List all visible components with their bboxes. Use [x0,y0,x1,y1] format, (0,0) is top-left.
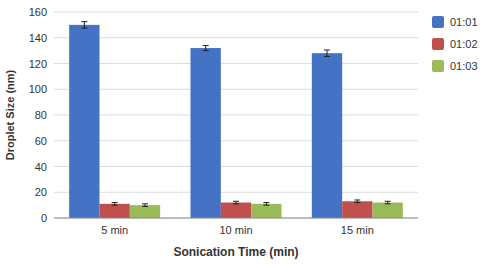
x-axis-line [54,218,418,219]
bar [251,204,281,218]
legend-label: 01:01 [450,16,478,28]
y-tick-label: 80 [35,109,47,121]
x-axis-label: Sonication Time (min) [173,245,298,259]
legend-label: 01:02 [450,38,478,50]
legend-label: 01:03 [450,60,478,72]
series [130,201,403,218]
x-tick-label: 15 min [341,224,374,236]
x-axis: 5 min 10 min 15 min [54,218,418,236]
bar [69,25,99,218]
bar [373,203,403,218]
y-tick-label: 0 [41,212,47,224]
bar [100,204,130,218]
error-bar [142,204,148,207]
bar [130,205,160,218]
y-axis-label: Droplet Size (nm) [4,69,16,160]
y-axis: 0 20 40 60 80 100 120 140 160 [29,6,418,224]
error-bar [81,22,87,28]
grid-line [54,12,418,13]
grid-line [54,63,418,64]
bar [342,201,372,218]
series [100,200,373,218]
grid-line [54,140,418,141]
y-tick-label: 160 [29,6,47,18]
y-tick-label: 140 [29,32,47,44]
error-bar [112,203,118,206]
grid-line [54,37,418,38]
legend-swatch [432,60,444,72]
x-tick-label: 5 min [101,224,128,236]
y-tick-label: 20 [35,186,47,198]
x-tick-label: 10 min [219,224,252,236]
legend: 01:01 01:02 01:03 [432,16,478,72]
grid-line [54,115,418,116]
y-tick-label: 100 [29,83,47,95]
grid-line [54,218,418,219]
y-tick-label: 60 [35,135,47,147]
y-tick-label: 40 [35,161,47,173]
error-bar [324,50,330,56]
bar [221,203,251,218]
series [69,22,342,218]
error-bar [263,203,269,206]
error-bar [233,201,239,204]
grid-line [54,192,418,193]
plot-area [69,22,403,218]
bar [191,48,221,218]
error-bar [354,200,360,203]
error-bar [385,201,391,204]
legend-swatch [432,38,444,50]
grid-line [54,166,418,167]
bar [312,53,342,218]
chart: 0 20 40 60 80 100 120 140 160 5 min 10 min 15 min So… [0,0,500,264]
legend-swatch [432,16,444,28]
y-tick-label: 120 [29,58,47,70]
grid-line [54,89,418,90]
error-bar [203,45,209,50]
